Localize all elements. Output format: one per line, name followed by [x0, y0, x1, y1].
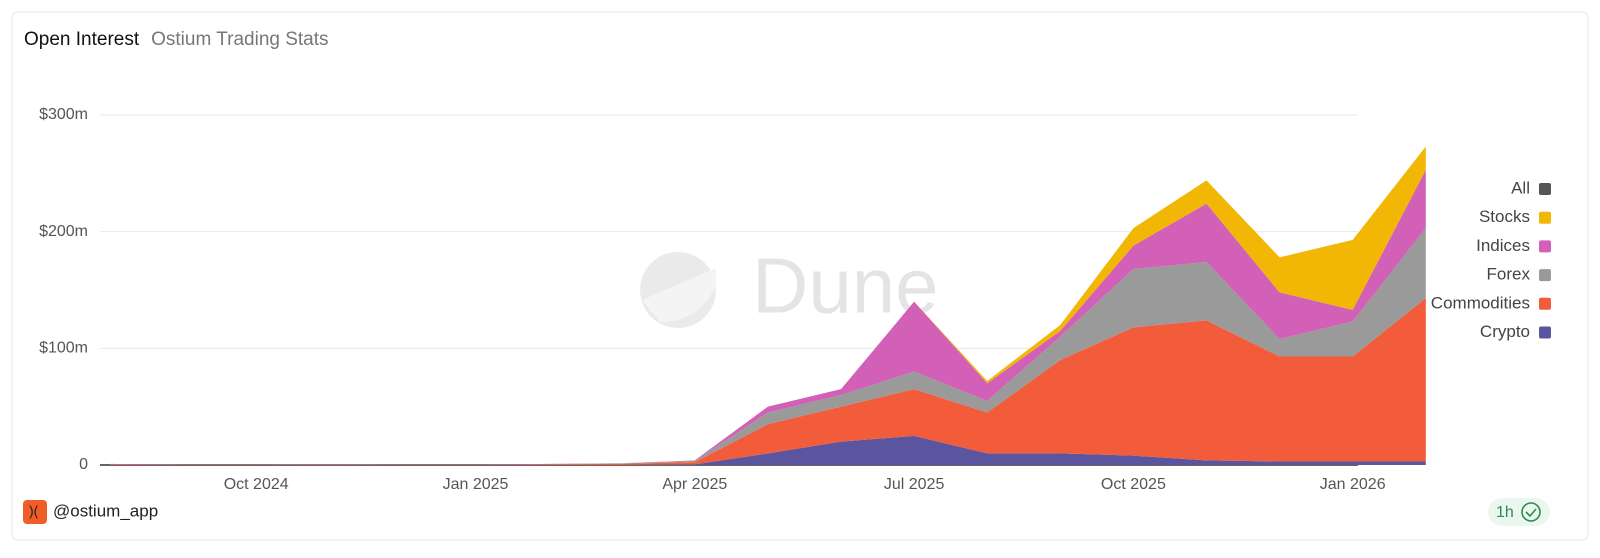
legend-label: Stocks: [1479, 207, 1530, 226]
refresh-label: 1h: [1496, 504, 1514, 521]
legend-swatch[interactable]: [1539, 211, 1551, 224]
chart-title: Open Interest: [24, 29, 140, 50]
watermark-logo: [640, 252, 716, 328]
y-tick-label: $300m: [39, 106, 88, 123]
area: [110, 228, 1426, 465]
legend-swatch[interactable]: [1539, 297, 1551, 310]
legend-swatch[interactable]: [1539, 269, 1551, 282]
chart-subtitle: Ostium Trading Stats: [151, 29, 328, 50]
y-tick-label: $200m: [39, 223, 88, 240]
area: [110, 435, 1426, 465]
x-tick-label: Jul 2025: [884, 476, 945, 493]
x-tick-label: Oct 2024: [224, 476, 289, 493]
avatar-glyph: )(: [29, 503, 39, 519]
x-tick-label: Oct 2025: [1101, 476, 1166, 493]
area: [110, 298, 1426, 465]
refresh-badge[interactable]: [1488, 498, 1550, 526]
author[interactable]: @ostium_app: [53, 501, 158, 520]
author-avatar: [23, 500, 47, 524]
y-tick-label: 0: [79, 456, 88, 473]
refresh-icon: [1521, 502, 1541, 522]
legend-swatch[interactable]: [1539, 326, 1551, 339]
x-tick-label: Jan 2026: [1320, 476, 1386, 493]
legend-swatch[interactable]: [1539, 240, 1551, 253]
legend-label: Forex: [1487, 265, 1531, 284]
legend-label: All: [1511, 178, 1530, 197]
legend-label: Crypto: [1480, 322, 1530, 341]
y-tick-label: $100m: [39, 340, 88, 357]
refresh-check: [1525, 508, 1537, 518]
legend-label: Commodities: [1431, 293, 1530, 312]
x-tick-label: Jan 2025: [443, 476, 509, 493]
legend-label: Indices: [1476, 236, 1530, 255]
legend-swatch[interactable]: [1539, 183, 1551, 195]
x-tick-label: Apr 2025: [662, 476, 727, 493]
